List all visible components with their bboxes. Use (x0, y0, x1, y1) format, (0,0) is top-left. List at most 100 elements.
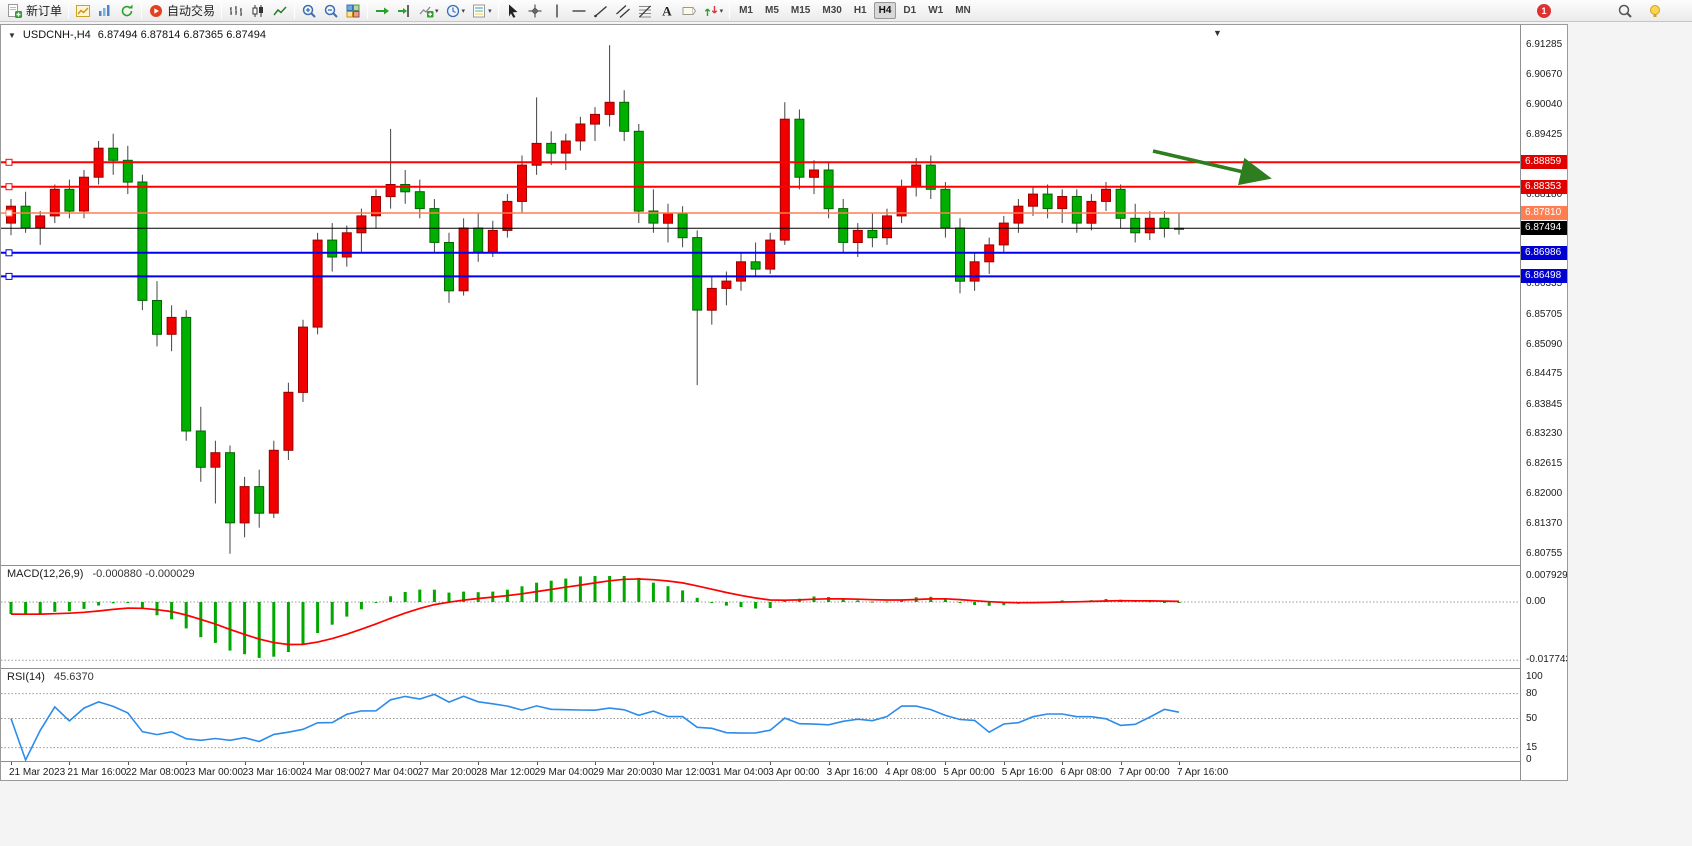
profiles-button[interactable] (94, 1, 116, 20)
line-icon (272, 3, 288, 19)
support-line-2-handle[interactable] (5, 272, 13, 280)
arrows-button[interactable]: ▾ (700, 1, 727, 20)
time-axis-label: 27 Mar 04:00 (359, 767, 419, 778)
macd-histogram-bar (1148, 601, 1152, 603)
chart-shift-button[interactable] (393, 1, 415, 20)
label-icon (681, 3, 697, 19)
timeframe-M1[interactable]: M1 (739, 5, 753, 16)
help-button[interactable] (1644, 1, 1666, 20)
time-axis-tick (478, 762, 480, 765)
macd-histogram-bar (418, 589, 422, 602)
timeframe-D1[interactable]: D1 (903, 5, 917, 16)
macd-histogram-bar (403, 592, 407, 602)
new-order-button[interactable]: 新订单 (4, 1, 65, 20)
timeframe-M5[interactable]: M5 (765, 5, 779, 16)
macd-histogram-bar (286, 602, 290, 652)
zoom-in-button[interactable] (298, 1, 320, 20)
new-order-button-label: 新订单 (26, 4, 63, 18)
zoom-in-icon (301, 3, 317, 19)
indicators-icon (418, 3, 434, 19)
zoom-out-button[interactable] (320, 1, 342, 20)
indicators-button[interactable]: ▾ (415, 1, 442, 20)
channel-button[interactable] (612, 1, 634, 20)
templates-button[interactable]: ▾ (468, 1, 495, 20)
timeframe-MN[interactable]: MN (955, 5, 971, 16)
macd-histogram-bar (330, 602, 334, 625)
time-axis-label: 30 Mar 12:00 (651, 767, 711, 778)
macd-panel-separator[interactable] (1, 565, 1567, 566)
auto-trading-button[interactable]: 自动交易 (145, 1, 218, 20)
time-axis-label: 7 Apr 16:00 (1177, 767, 1229, 778)
macd-histogram-bar (53, 602, 57, 612)
price-axis-label: 6.90670 (1526, 68, 1563, 80)
support-line-1-handle[interactable] (5, 249, 13, 257)
macd-histogram-bar (140, 602, 144, 609)
cursor-button[interactable] (502, 1, 524, 20)
macd-histogram-bar (432, 589, 436, 602)
time-axis-label: 24 Mar 08:00 (301, 767, 360, 778)
macd-histogram-bar (111, 602, 115, 604)
resistance-line-2-handle[interactable] (5, 183, 13, 191)
fibonacci-button[interactable] (634, 1, 656, 20)
chart-shift-marker[interactable]: ▼ (1213, 28, 1222, 38)
rsi-panel-separator[interactable] (1, 668, 1567, 669)
chart-menu-icon[interactable]: ▼ (8, 30, 16, 40)
clock-icon (445, 3, 461, 19)
candlestick-chart-button[interactable] (247, 1, 269, 20)
time-axis-tick (186, 762, 188, 765)
timeframe-H4[interactable]: H4 (873, 2, 897, 19)
rsi-axis-label: 0 (1526, 754, 1532, 765)
price-axis-label: 6.89425 (1526, 128, 1563, 140)
vertical-line-button[interactable] (546, 1, 568, 20)
toolbar-separator (729, 2, 731, 19)
timeframe-M15[interactable]: M15 (790, 5, 811, 16)
time-axis-label: 21 Mar 2023 (9, 767, 66, 778)
macd-histogram-bar (841, 599, 845, 602)
resistance-line-1-handle[interactable] (5, 158, 13, 166)
new-chart-button[interactable] (72, 1, 94, 20)
toolbar-right-cluster: 1 (1537, 1, 1666, 20)
macd-histogram-bar (389, 596, 393, 602)
text-label-button[interactable] (678, 1, 700, 20)
time-axis-label: 7 Apr 00:00 (1118, 767, 1170, 778)
macd-histogram-bar (768, 602, 772, 608)
text-button[interactable]: A (656, 1, 678, 20)
price-axis-label: 6.84475 (1526, 368, 1563, 380)
notification-badge[interactable]: 1 (1537, 3, 1551, 18)
refresh-button[interactable] (116, 1, 138, 20)
price-axis-label: 6.85090 (1526, 338, 1563, 350)
tile-windows-button[interactable] (342, 1, 364, 20)
macd-histogram-bar (170, 602, 174, 620)
auto-scroll-button[interactable] (371, 1, 393, 20)
price-axis-label: 6.83845 (1526, 398, 1563, 410)
bars-icon (228, 3, 244, 19)
timeframe-W1[interactable]: W1 (928, 5, 944, 16)
trendline-button[interactable] (590, 1, 612, 20)
line-chart-button[interactable] (269, 1, 291, 20)
time-axis-label: 22 Mar 08:00 (125, 767, 185, 778)
price-axis-label: 6.88180 (1526, 189, 1563, 201)
price-axis[interactable]: 6.91285 6.90670 6.90040 6.89425 6.88180 6.863… (1520, 25, 1567, 780)
trend-arrow-annotation[interactable] (1152, 149, 1272, 186)
time-axis-tick (945, 762, 947, 765)
chart-window: ▼ ▼ USDCNH-,H4 6.87494 6.87814 6.87365 6… (0, 24, 1568, 781)
macd-histogram-bar (243, 602, 247, 655)
macd-histogram-bar (564, 578, 568, 602)
search-button[interactable] (1614, 1, 1636, 20)
bar-chart-button[interactable] (225, 1, 247, 20)
pivot-line-handle[interactable] (5, 209, 13, 217)
timeframe-H1[interactable]: H1 (853, 5, 867, 16)
macd-histogram-bar (651, 582, 655, 602)
time-axis[interactable]: 21 Mar 2023 21 Mar 16:00 22 Mar 08:00 23 Ma… (1, 762, 1520, 780)
timeframe-M30[interactable]: M30 (822, 5, 842, 16)
vline-icon (549, 3, 565, 19)
price-chart[interactable]: ▼ (1, 25, 1521, 780)
crosshair-button[interactable] (524, 1, 546, 20)
price-axis-label: 6.80755 (1526, 548, 1563, 559)
time-axis-separator (1, 761, 1567, 762)
current-price-tag: 6.87494 (1521, 221, 1567, 236)
periods-button[interactable]: ▾ (442, 1, 469, 20)
horizontal-line-button[interactable] (568, 1, 590, 20)
macd-histogram-bar (724, 602, 728, 606)
trendline-icon (593, 3, 609, 19)
